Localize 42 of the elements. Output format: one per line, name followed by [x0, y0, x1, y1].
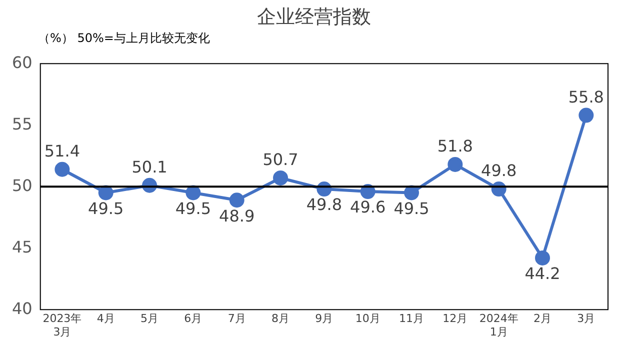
data-label: 49.5: [175, 198, 211, 218]
x-tick-label: 7月: [228, 312, 246, 326]
x-tick-label: 2月: [534, 312, 552, 326]
data-label: 48.9: [219, 206, 255, 226]
data-label: 49.5: [394, 198, 430, 218]
x-tick-label: 5月: [140, 312, 159, 326]
data-label: 44.2: [524, 264, 560, 284]
x-tick-label: 11月: [399, 312, 424, 326]
y-tick-label: 40: [12, 298, 32, 318]
point: [273, 170, 288, 186]
data-label: 51.4: [44, 142, 80, 161]
x-tick-label: 6月: [184, 312, 202, 326]
x-tick-label: 3月: [577, 312, 596, 326]
chart-subtitle: （%） 50%=与上月比较无变化: [37, 30, 211, 46]
data-label: 50.7: [262, 150, 298, 170]
x-tick-label: 10月: [355, 312, 380, 326]
point: [186, 185, 201, 200]
y-tick-label: 60: [12, 52, 32, 72]
x-tick-label: 12月: [442, 312, 468, 326]
point: [229, 192, 244, 208]
y-tick-label: 45: [12, 237, 32, 256]
data-label: 49.8: [481, 161, 517, 180]
point: [535, 250, 550, 266]
point: [578, 108, 594, 123]
x-tick-label: 8月: [272, 312, 290, 326]
chart-title: 企业经营指数: [256, 5, 372, 30]
data-label: 51.8: [437, 136, 473, 156]
data-label: 55.8: [568, 87, 604, 106]
x-tick-label: 2024年 1月: [479, 312, 518, 338]
x-tick-label: 9月: [315, 312, 334, 326]
y-tick-label: 55: [12, 114, 32, 134]
data-label: 50.1: [132, 158, 168, 177]
point: [448, 156, 463, 172]
data-label: 49.5: [88, 198, 124, 218]
point: [54, 162, 70, 177]
data-label: 49.8: [306, 195, 342, 214]
point: [404, 185, 420, 200]
y-tick-label: 50: [12, 176, 32, 195]
x-tick-label: 2023年 3月: [42, 312, 82, 338]
point: [98, 185, 114, 200]
x-tick-label: 4月: [96, 312, 115, 326]
data-label: 49.6: [350, 198, 386, 217]
